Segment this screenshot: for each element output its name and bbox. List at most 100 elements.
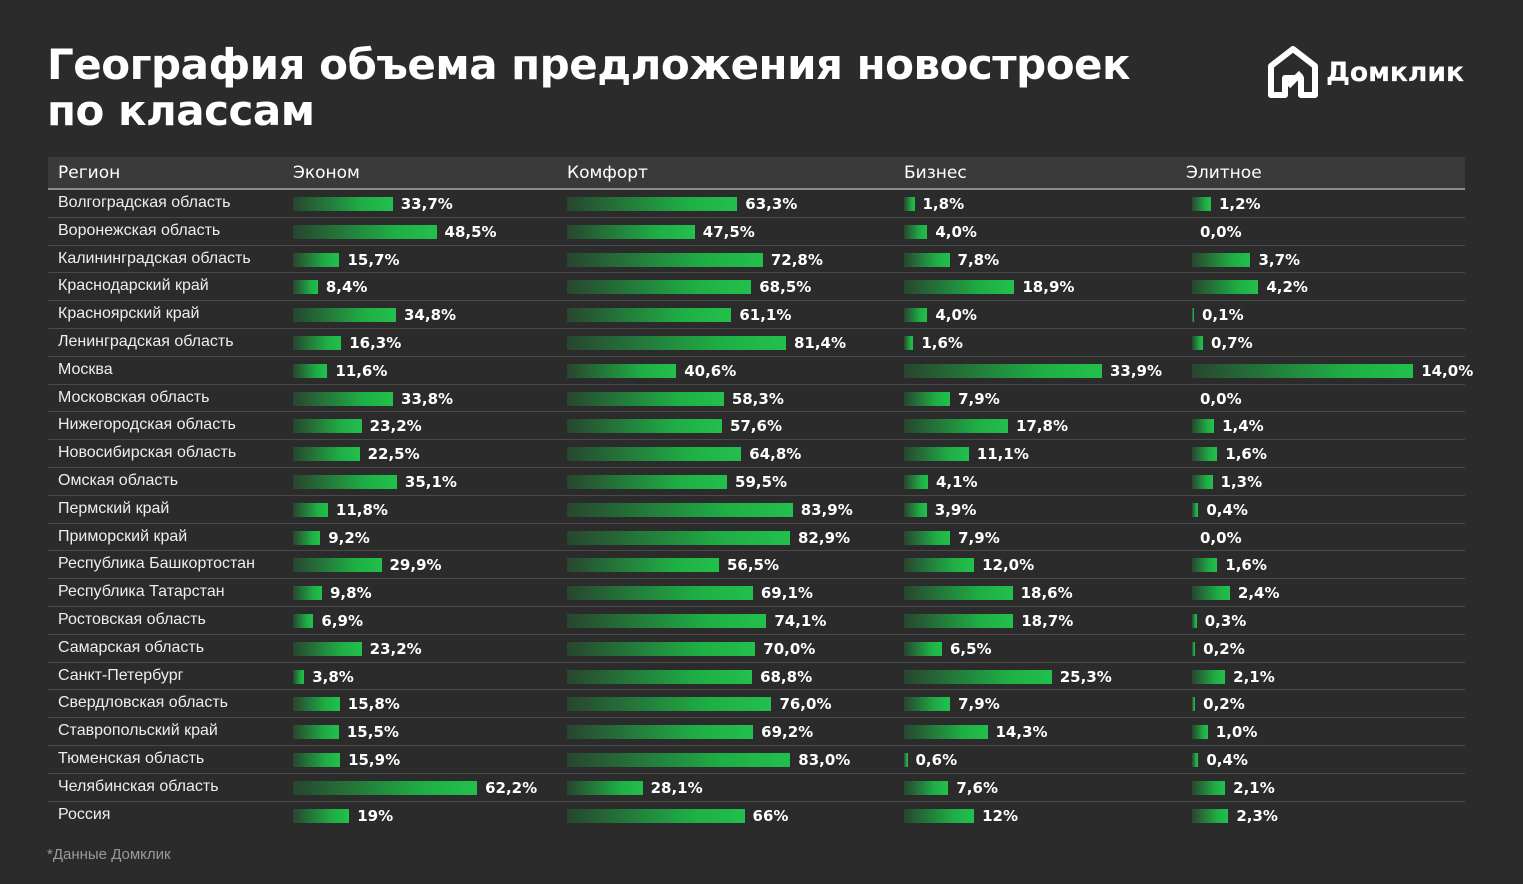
footnote: *Данные Домклик [47,846,171,863]
business-bar [904,252,950,267]
region-label: Челябинская область [58,777,219,795]
elite-bar [1192,280,1259,295]
region-label: Калининградская область [58,249,251,267]
business-bar [904,586,1013,601]
comfort-value-label: 40,6% [684,361,737,380]
elite-value-label: 2,1% [1233,778,1275,797]
econom-bar [293,725,339,740]
logo-text: Домклик [1326,56,1464,88]
econom-value-label: 29,9% [389,556,442,575]
region-label: Самарская область [58,638,205,656]
business-bar [904,197,915,211]
business-value-label: 6,5% [949,639,992,658]
elite-value-label: 0,4% [1206,500,1248,519]
elite-value-label: 1,6% [1225,445,1267,464]
elite-bar [1192,697,1196,712]
comfort-value-label: 81,4% [793,333,846,352]
econom-bar [293,586,322,601]
region-label: Республика Башкортостан [58,555,255,573]
econom-value-label: 33,7% [400,195,453,213]
elite-value-label: 0,2% [1203,639,1245,658]
comfort-value-label: 57,6% [729,417,782,436]
region-label: Россия [58,805,111,823]
comfort-value-label: 76,0% [779,695,832,714]
comfort-value-label: 47,5% [702,222,755,241]
business-bar [904,224,928,239]
elite-value-label: 0,7% [1211,333,1253,352]
comfort-bar [567,224,695,239]
econom-value-label: 23,2% [369,639,422,658]
region-label: Омская область [58,471,179,489]
comfort-bar [567,391,724,406]
econom-value-label: 62,2% [485,778,538,797]
elite-value-label: 1,4% [1222,417,1264,436]
comfort-value-label: 72,8% [770,250,823,269]
econom-bar [293,530,321,545]
business-bar [904,808,975,823]
region-label: Тюменская область [58,749,205,767]
comfort-value-label: 64,8% [749,445,802,464]
comfort-value-label: 59,5% [735,472,788,491]
table-row: Челябинская область 62,2% 28,1% 7,6% 2,1% [48,774,1465,802]
business-value-label: 7,9% [958,528,1000,547]
elite-value-label: 3,7% [1258,250,1301,269]
business-value-label: 12,0% [982,556,1035,575]
table-row: Краснодарский край 8,4% 68,5% 18,9% 4,2% [48,273,1465,302]
econom-bar [293,335,342,350]
comfort-bar [567,252,763,267]
elite-bar [1192,308,1194,323]
econom-bar [293,558,382,573]
region-label: Пермский край [58,499,170,517]
business-value-label: 14,3% [995,723,1048,742]
table-row: Волгоградская область 33,7% 63,3% 1,8% 1,2% [48,190,1465,218]
business-value-label: 7,9% [958,695,1000,714]
logo: Домклик [1268,44,1464,100]
region-label: Волгоградская область [58,194,231,211]
business-value-label: 4,0% [935,222,977,241]
econom-bar [293,752,341,767]
business-bar [904,613,1014,628]
table-body: Волгоградская область 33,7% 63,3% 1,8% 1,2% В… [48,190,1473,829]
econom-value-label: 9,8% [330,584,372,603]
elite-bar [1192,252,1251,267]
econom-bar [293,808,350,823]
table-row: Ростовская область 6,9% 74,1% 18,7% 0,3% [48,607,1465,635]
region-label: Красноярский край [58,305,200,323]
business-bar [904,419,1008,434]
comfort-value-label: 69,1% [760,584,813,603]
econom-bar [293,391,394,406]
table-row: Москва 11,6% 40,6% 33,9% 14,0% [48,357,1473,385]
comfort-bar [567,474,728,489]
table-row: Санкт-Петербург 3,8% 68,8% 25,3% 2,1% [48,663,1465,691]
region-label: Санкт-Петербург [58,666,184,684]
business-bar [904,669,1052,684]
comfort-bar [567,558,719,573]
econom-value-label: 3,8% [312,667,354,686]
table-row: Свердловская область 15,8% 76,0% 7,9% 0,2% [48,690,1465,719]
data-table: Регион Эконом Комфорт Бизнес Элитное Вол… [48,157,1473,829]
econom-value-label: 15,7% [347,250,400,269]
business-bar [904,474,928,489]
business-bar [904,780,949,795]
comfort-bar [567,447,742,462]
econom-value-label: 9,2% [328,528,370,547]
header-region: Регион [58,163,121,183]
house-logo-icon [1268,46,1318,98]
elite-value-label: 2,4% [1237,584,1280,603]
comfort-bar [567,586,753,601]
region-label: Республика Татарстан [58,583,225,601]
econom-value-label: 6,9% [321,611,364,630]
table-row: Ленинградская область 16,3% 81,4% 1,6% 0,7% [48,329,1465,357]
comfort-bar [567,197,738,211]
business-value-label: 1,6% [921,333,963,352]
econom-bar [293,641,362,656]
business-value-label: 18,6% [1020,584,1073,603]
elite-bar [1192,335,1204,350]
econom-value-label: 34,8% [404,306,457,325]
econom-bar [293,613,314,628]
region-label: Краснодарский край [58,277,209,295]
econom-value-label: 48,5% [444,222,497,241]
table-row: Новосибирская область 22,5% 64,8% 11,1% 1,6% [48,440,1465,468]
comfort-bar [567,363,677,378]
elite-value-label: 1,2% [1218,195,1261,213]
